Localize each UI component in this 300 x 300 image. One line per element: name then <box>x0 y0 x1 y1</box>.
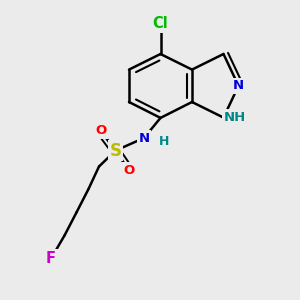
Text: F: F <box>46 251 56 266</box>
Text: O: O <box>123 164 135 177</box>
Text: N: N <box>138 131 150 145</box>
Text: O: O <box>95 124 106 137</box>
Text: H: H <box>159 135 169 148</box>
Text: N: N <box>233 79 244 92</box>
Text: Cl: Cl <box>153 16 168 32</box>
Text: S: S <box>110 142 122 160</box>
Text: NH: NH <box>224 111 246 124</box>
